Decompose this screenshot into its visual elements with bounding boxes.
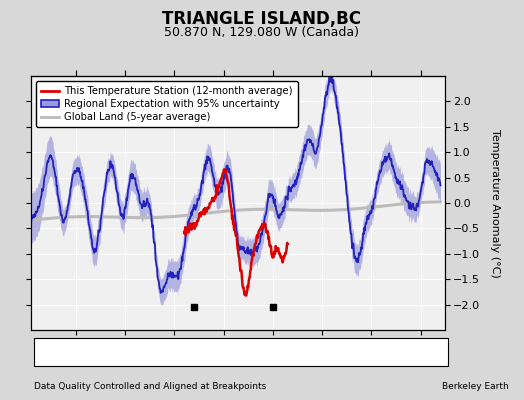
Text: TRIANGLE ISLAND,BC: TRIANGLE ISLAND,BC [162,10,362,28]
Text: ■: ■ [351,343,361,353]
Text: ▲: ▲ [126,343,133,353]
Text: 50.870 N, 129.080 W (Canada): 50.870 N, 129.080 W (Canada) [165,26,359,39]
Y-axis label: Temperature Anomaly (°C): Temperature Anomaly (°C) [489,129,499,277]
Legend: This Temperature Station (12-month average), Regional Expectation with 95% uncer: This Temperature Station (12-month avera… [37,81,298,127]
Text: Record Gap: Record Gap [135,343,192,353]
Text: ▼: ▼ [212,343,220,353]
Text: Data Quality Controlled and Aligned at Breakpoints: Data Quality Controlled and Aligned at B… [34,382,266,391]
Text: Empirical Break: Empirical Break [361,343,437,353]
Text: ◆: ◆ [40,343,48,353]
Text: Time of Obs. Change: Time of Obs. Change [222,343,323,353]
Text: Station Move: Station Move [50,343,114,353]
Text: Berkeley Earth: Berkeley Earth [442,382,508,391]
